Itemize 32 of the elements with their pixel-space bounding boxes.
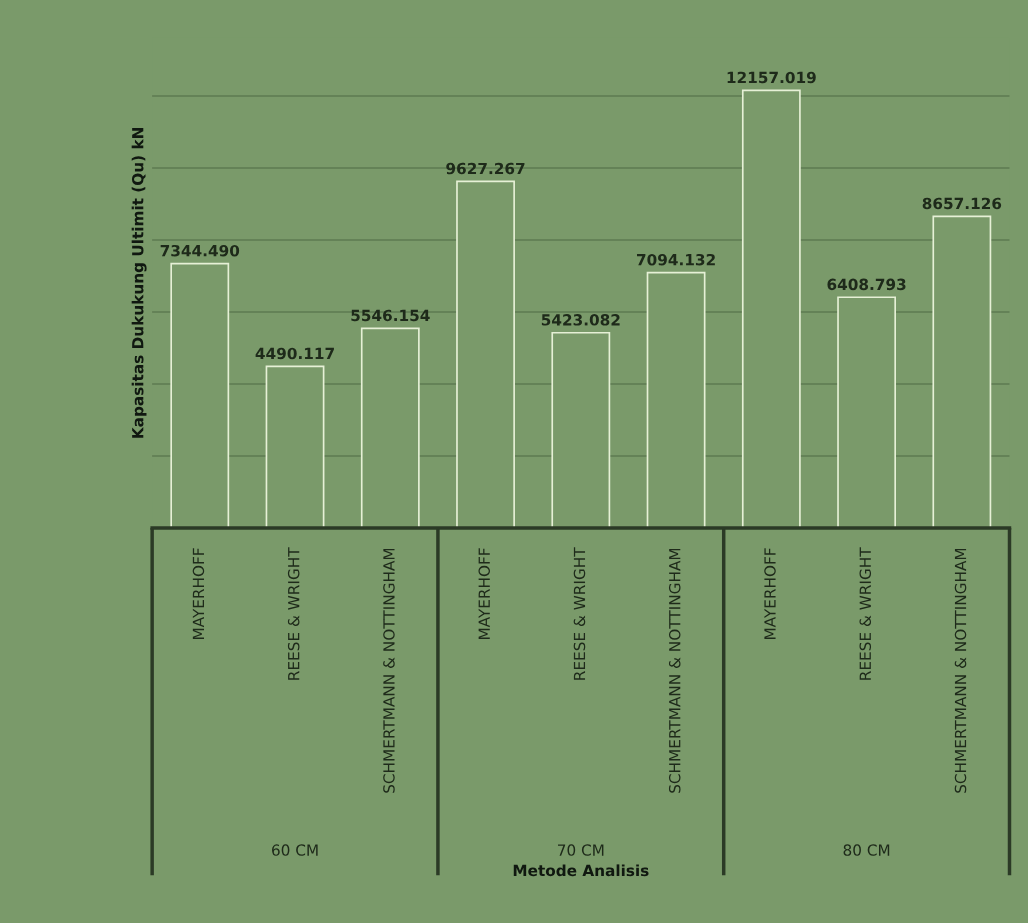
x-tick-label: MAYERHOFF bbox=[478, 548, 490, 640]
text: 60 CM bbox=[272, 844, 318, 856]
data-label: 8657.126 bbox=[922, 197, 1002, 210]
data-label: 9627.267 bbox=[446, 162, 525, 175]
data-label: 5546.154 bbox=[351, 309, 430, 322]
x-tick-label: MAYERHOFF bbox=[192, 548, 205, 640]
data-label: 5423.082 bbox=[541, 314, 620, 326]
bar bbox=[360, 327, 420, 528]
bar bbox=[646, 271, 706, 528]
x-tick-label: SCHMERTMANN & NOTTINGHAM bbox=[668, 548, 681, 793]
data-label: 12157.019 bbox=[727, 71, 816, 84]
bar bbox=[265, 365, 325, 528]
bar bbox=[456, 180, 515, 528]
x-tick-label: SCHMERTMANN & NOTTINGHAM bbox=[954, 548, 967, 793]
y-axis-title: Kapasitas Dukukung Ultimit (Qu) kN bbox=[131, 128, 147, 438]
data-label: 6408.793 bbox=[827, 278, 906, 291]
x-tick-label: REESE & WRIGHT bbox=[287, 547, 300, 680]
x-tick-label: MAYERHOFF bbox=[764, 548, 776, 640]
x-tick-label: REESE & WRIGHT bbox=[573, 547, 586, 680]
text: 80 CM bbox=[843, 844, 890, 856]
x-tick-label: SCHMERTMANN & NOTTINGHAM bbox=[383, 548, 395, 793]
bar bbox=[551, 331, 611, 528]
x-tick-label: REESE & WRIGHT bbox=[859, 547, 872, 680]
data-label: 7094.132 bbox=[637, 253, 715, 266]
data-label: 4490.117 bbox=[255, 347, 334, 360]
x-axis-title: Metode Analisis bbox=[513, 864, 649, 877]
bar bbox=[741, 89, 801, 528]
bar bbox=[170, 262, 230, 528]
bar bbox=[932, 215, 992, 528]
text: 70 CM bbox=[558, 844, 604, 856]
bar bbox=[837, 296, 897, 528]
data-label: 7344.490 bbox=[160, 244, 240, 257]
